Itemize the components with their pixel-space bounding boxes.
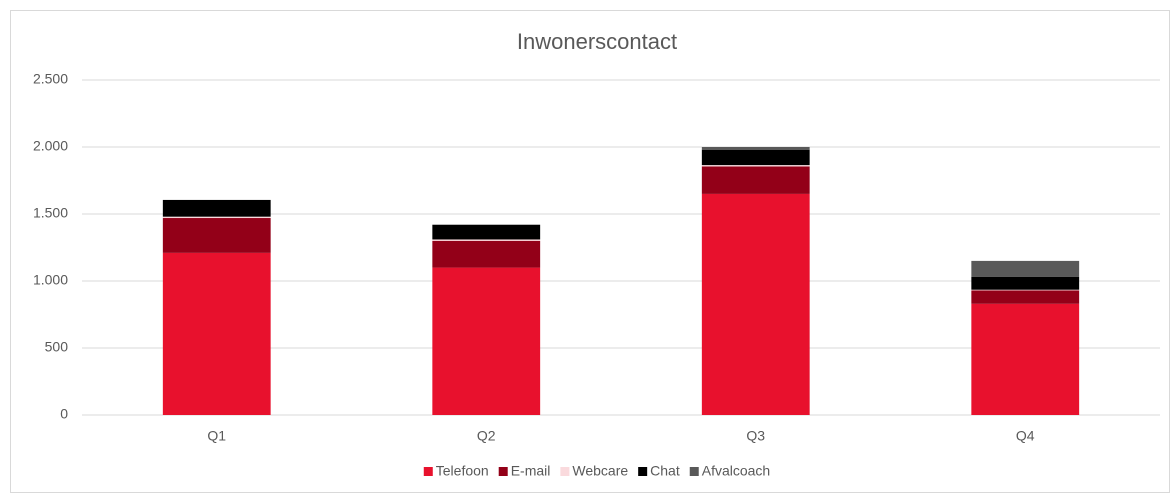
x-tick-label: Q4 <box>1016 428 1035 444</box>
legend-label: Afvalcoach <box>702 463 770 479</box>
legend-swatch <box>498 467 508 476</box>
bar-segment <box>432 267 541 415</box>
bar-segment <box>701 166 810 194</box>
bar-segment <box>971 276 1080 290</box>
bar-segment <box>971 260 1080 277</box>
bar-segment <box>432 239 541 241</box>
x-tick-label: Q3 <box>746 428 765 444</box>
legend-label: Telefoon <box>436 463 489 479</box>
bar-segment <box>701 147 810 150</box>
y-tick-label: 1.000 <box>33 272 68 288</box>
y-tick-label: 2.000 <box>33 138 68 154</box>
legend-label: Webcare <box>572 463 628 479</box>
y-tick-label: 1.500 <box>33 205 68 221</box>
x-tick-label: Q2 <box>477 428 496 444</box>
bar-segment <box>971 290 1080 304</box>
bar-segment <box>701 193 810 415</box>
legend-swatch <box>638 467 648 476</box>
y-tick-label: 500 <box>45 339 69 355</box>
legend-swatch <box>560 467 570 476</box>
bar-segment <box>971 303 1080 415</box>
x-tick-label: Q1 <box>207 428 226 444</box>
bar-segment <box>701 165 810 167</box>
legend-label: E-mail <box>511 463 551 479</box>
legend-swatch <box>423 467 433 476</box>
bar-segment <box>971 289 1080 291</box>
y-tick-label: 2.500 <box>33 71 68 87</box>
y-tick-label: 0 <box>60 406 68 422</box>
bar-segment <box>432 224 541 240</box>
bar-segment <box>162 216 271 219</box>
bar-segment <box>162 252 271 415</box>
legend-swatch <box>689 467 699 476</box>
chart-title: Inwonerscontact <box>517 29 677 54</box>
bar-segment <box>162 218 271 253</box>
bar-segment <box>162 199 271 217</box>
bar-segment <box>701 149 810 166</box>
bar-segment <box>432 240 541 268</box>
legend-label: Chat <box>650 463 680 479</box>
